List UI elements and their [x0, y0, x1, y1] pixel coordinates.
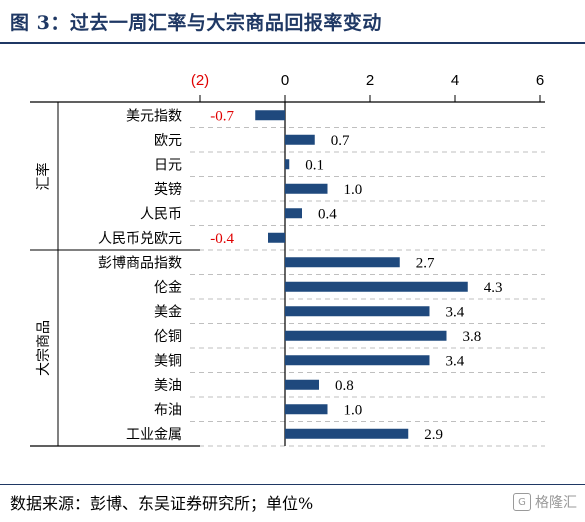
category-label: 英镑: [154, 181, 182, 198]
bar: [285, 281, 468, 292]
category-label: 人民币兑欧元: [98, 231, 182, 247]
value-label: 2.9: [424, 427, 443, 443]
bar: [285, 183, 328, 194]
category-label: 美金: [154, 304, 182, 320]
value-label: 0.8: [335, 378, 354, 394]
group-label: 大宗商品: [36, 320, 52, 376]
category-label: 欧元: [154, 133, 182, 149]
bar: [285, 379, 319, 390]
category-label: 彭博商品指数: [98, 254, 182, 271]
title-divider: [0, 42, 585, 44]
value-label: -0.7: [210, 108, 234, 124]
footer-divider: [0, 484, 585, 485]
category-label: 日元: [154, 157, 182, 173]
value-label: 2.7: [416, 255, 435, 271]
figure-title: 图 3：过去一周汇率与大宗商品回报率变动: [10, 12, 382, 34]
watermark: G 格隆汇: [513, 492, 577, 512]
category-label: 伦铜: [154, 329, 182, 345]
category-label: 布油: [154, 402, 182, 418]
value-label: 0.4: [318, 206, 337, 222]
bar: [285, 134, 315, 145]
bar: [285, 159, 290, 170]
category-label: 美元指数: [126, 108, 182, 124]
x-tick-label: (2): [191, 72, 209, 89]
bar: [285, 428, 409, 439]
x-tick-label: 0: [281, 72, 289, 89]
bar: [285, 330, 447, 341]
bar: [285, 257, 400, 268]
x-tick-label: 4: [451, 72, 459, 89]
category-label: 工业金属: [126, 427, 182, 443]
category-label: 人民币: [140, 206, 182, 222]
value-label: 0.7: [331, 133, 350, 149]
value-label: 1.0: [344, 402, 363, 418]
value-label: 3.8: [463, 329, 482, 345]
value-label: 3.4: [446, 353, 465, 369]
watermark-logo-icon: G: [513, 493, 531, 511]
watermark-text: 格隆汇: [535, 495, 577, 511]
value-label: 1.0: [344, 182, 363, 198]
source-note: 数据来源：彭博、东吴证券研究所；单位%: [10, 494, 314, 513]
value-label: -0.4: [210, 231, 234, 247]
category-label: 伦金: [154, 280, 182, 296]
bar: [255, 110, 285, 121]
bars: [255, 110, 468, 439]
bar: [285, 306, 430, 317]
x-tick-label: 6: [536, 72, 544, 89]
value-label: 0.1: [305, 157, 324, 173]
value-label: 4.3: [484, 280, 503, 296]
group-label: 汇率: [35, 163, 52, 191]
category-label: 美油: [154, 378, 182, 394]
bar: [268, 232, 285, 243]
bar: [285, 404, 328, 415]
category-label: 美铜: [154, 353, 182, 369]
x-tick-label: 2: [366, 72, 374, 89]
bar: [285, 208, 302, 219]
bar: [285, 355, 430, 366]
value-label: 3.4: [446, 304, 465, 320]
